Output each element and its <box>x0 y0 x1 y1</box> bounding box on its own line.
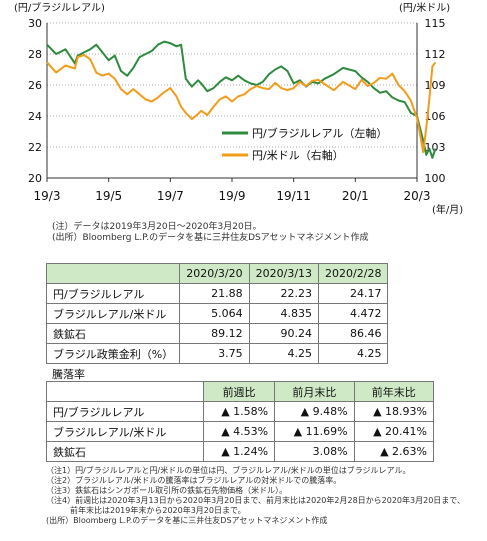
series-line-0 <box>46 40 437 159</box>
row-label: ブラジルレアル/米ドル <box>46 421 204 442</box>
x-axis-unit-label: (年/月) <box>432 203 463 216</box>
table-cell: 4.25 <box>248 343 320 364</box>
y-right-axis-label: (円/米ドル) <box>399 1 450 14</box>
y-right-tick-label: 100 <box>425 172 446 185</box>
row-label: ブラジル政策金利（%） <box>45 343 181 364</box>
table-header-row: 2020/3/20 2020/3/13 2020/2/28 <box>45 263 389 284</box>
table-cell: 4.472 <box>318 303 389 324</box>
table-cell: 3.08% <box>274 441 355 462</box>
table-row: ブラジル政策金利（%） 3.75 4.25 4.25 <box>45 343 389 364</box>
series-line-1 <box>46 54 437 154</box>
table-cell: ▲ 11.69% <box>274 421 355 442</box>
table-header-cell: 前年末比 <box>353 381 435 402</box>
table-cell: ▲ 9.48% <box>274 401 355 422</box>
table-header-cell <box>46 381 204 402</box>
change-rate-title: 騰落率 <box>52 368 85 381</box>
table-cell: ▲ 18.93% <box>353 401 435 422</box>
y-right-tick-label: 109 <box>425 79 446 92</box>
table-header-cell: 2020/2/28 <box>318 263 389 284</box>
table-cell: 89.12 <box>179 323 250 344</box>
table-cell: ▲ 2.63% <box>353 441 435 462</box>
x-tick-label: 19/5 <box>95 189 122 203</box>
y-right-tick-label: 115 <box>425 17 446 30</box>
change-rate-table: 前週比 前月末比 前年末比 円/ブラジルレアル ▲ 1.58% ▲ 9.48% … <box>46 381 435 462</box>
exchange-rate-chart: 20 100 22 103 24 106 26 109 28 112 30 115 19/3 19/5 19… <box>0 0 487 220</box>
table-row: ブラジルレアル/米ドル 5.064 4.835 4.472 <box>45 303 389 324</box>
table-header-cell: 2020/3/13 <box>248 263 320 284</box>
table-cell: 22.23 <box>248 283 320 304</box>
table-cell: ▲ 1.58% <box>202 401 276 422</box>
y-left-tick-label: 24 <box>28 110 42 123</box>
y-right-tick-label: 106 <box>425 110 446 123</box>
row-label: 鉄鉱石 <box>46 441 204 462</box>
bottom-note: （注1）円/ブラジルレアルと円/米ドルの単位は円、ブラジルレアル/米ドルの単位は… <box>46 466 411 475</box>
y-left-tick-label: 30 <box>28 17 42 30</box>
rates-table: 2020/3/20 2020/3/13 2020/2/28 円/ブラジルレアル … <box>45 263 389 364</box>
chart-notes: (注）データは2019年3月20日～2020年3月20日。 (出所）Bloomb… <box>52 222 369 244</box>
table-header-row: 前週比 前月末比 前年末比 <box>46 381 435 402</box>
bottom-note: （注4）前週比は2020年3月13日から2020年3月20日まで、前月末比は20… <box>46 496 465 505</box>
legend-label: 円/米ドル（右軸） <box>252 148 344 162</box>
legend-label: 円/ブラジルレアル（左軸） <box>252 126 387 140</box>
table-row: 円/ブラジルレアル 21.88 22.23 24.17 <box>45 283 389 304</box>
table-cell: ▲ 20.41% <box>353 421 435 442</box>
table-cell: ▲ 1.24% <box>202 441 276 462</box>
y-left-tick-label: 22 <box>28 141 42 154</box>
table-cell: 3.75 <box>179 343 250 364</box>
table-header-cell: 前月末比 <box>274 381 355 402</box>
table-header-cell: 前週比 <box>202 381 276 402</box>
row-label: 円/ブラジルレアル <box>46 401 204 422</box>
table-cell: 24.17 <box>318 283 389 304</box>
chart-note: (出所）Bloomberg L.P.のデータを基に三井住友DSアセットマネジメン… <box>52 233 369 243</box>
table-row: 鉄鉱石 89.12 90.24 86.46 <box>45 323 389 344</box>
table-header-cell <box>45 263 181 284</box>
table-row: 鉄鉱石 ▲ 1.24% 3.08% ▲ 2.63% <box>46 441 435 462</box>
table-row: 円/ブラジルレアル ▲ 1.58% ▲ 9.48% ▲ 18.93% <box>46 401 435 422</box>
x-tick-label: 20/1 <box>342 189 369 203</box>
y-left-tick-label: 28 <box>28 48 42 61</box>
x-tick-label: 19/11 <box>276 189 311 203</box>
table-cell: 4.25 <box>318 343 389 364</box>
table-cell: 5.064 <box>179 303 250 324</box>
x-tick-label: 19/9 <box>219 189 246 203</box>
bottom-notes: （注1）円/ブラジルレアルと円/米ドルの単位は円、ブラジルレアル/米ドルの単位は… <box>46 466 465 526</box>
table-header-cell: 2020/3/20 <box>179 263 250 284</box>
x-tick-label: 20/3 <box>404 189 431 203</box>
y-right-tick-label: 112 <box>425 48 446 61</box>
table-cell: 86.46 <box>318 323 389 344</box>
table-cell: 4.835 <box>248 303 320 324</box>
bottom-note: （注3）鉄鉱石はシンガポール取引所の鉄鉱石先物価格（米ドル）。 <box>46 486 288 495</box>
row-label: 鉄鉱石 <box>45 323 181 344</box>
bottom-note: （注2）ブラジルレアル/米ドルの騰落率はブラジルレアルの対米ドルでの騰落率。 <box>46 476 342 485</box>
table-cell: 90.24 <box>248 323 320 344</box>
y-left-tick-label: 26 <box>28 79 42 92</box>
table-cell: ▲ 4.53% <box>202 421 276 442</box>
bottom-note: 前年末比は2019年末から2020年3月20日まで。 <box>46 506 246 515</box>
table-cell: 21.88 <box>179 283 250 304</box>
x-tick-label: 19/3 <box>34 189 61 203</box>
row-label: ブラジルレアル/米ドル <box>45 303 181 324</box>
y-left-tick-label: 20 <box>28 172 42 185</box>
table-row: ブラジルレアル/米ドル ▲ 4.53% ▲ 11.69% ▲ 20.41% <box>46 421 435 442</box>
x-tick-label: 19/7 <box>157 189 184 203</box>
y-left-axis-label: (円/ブラジルレアル) <box>14 1 105 14</box>
chart-note: (注）データは2019年3月20日～2020年3月20日。 <box>52 222 262 232</box>
bottom-note: (出所）Bloomberg L.P.のデータを基に三井住友DSアセットマネジメン… <box>46 516 328 525</box>
row-label: 円/ブラジルレアル <box>45 283 181 304</box>
